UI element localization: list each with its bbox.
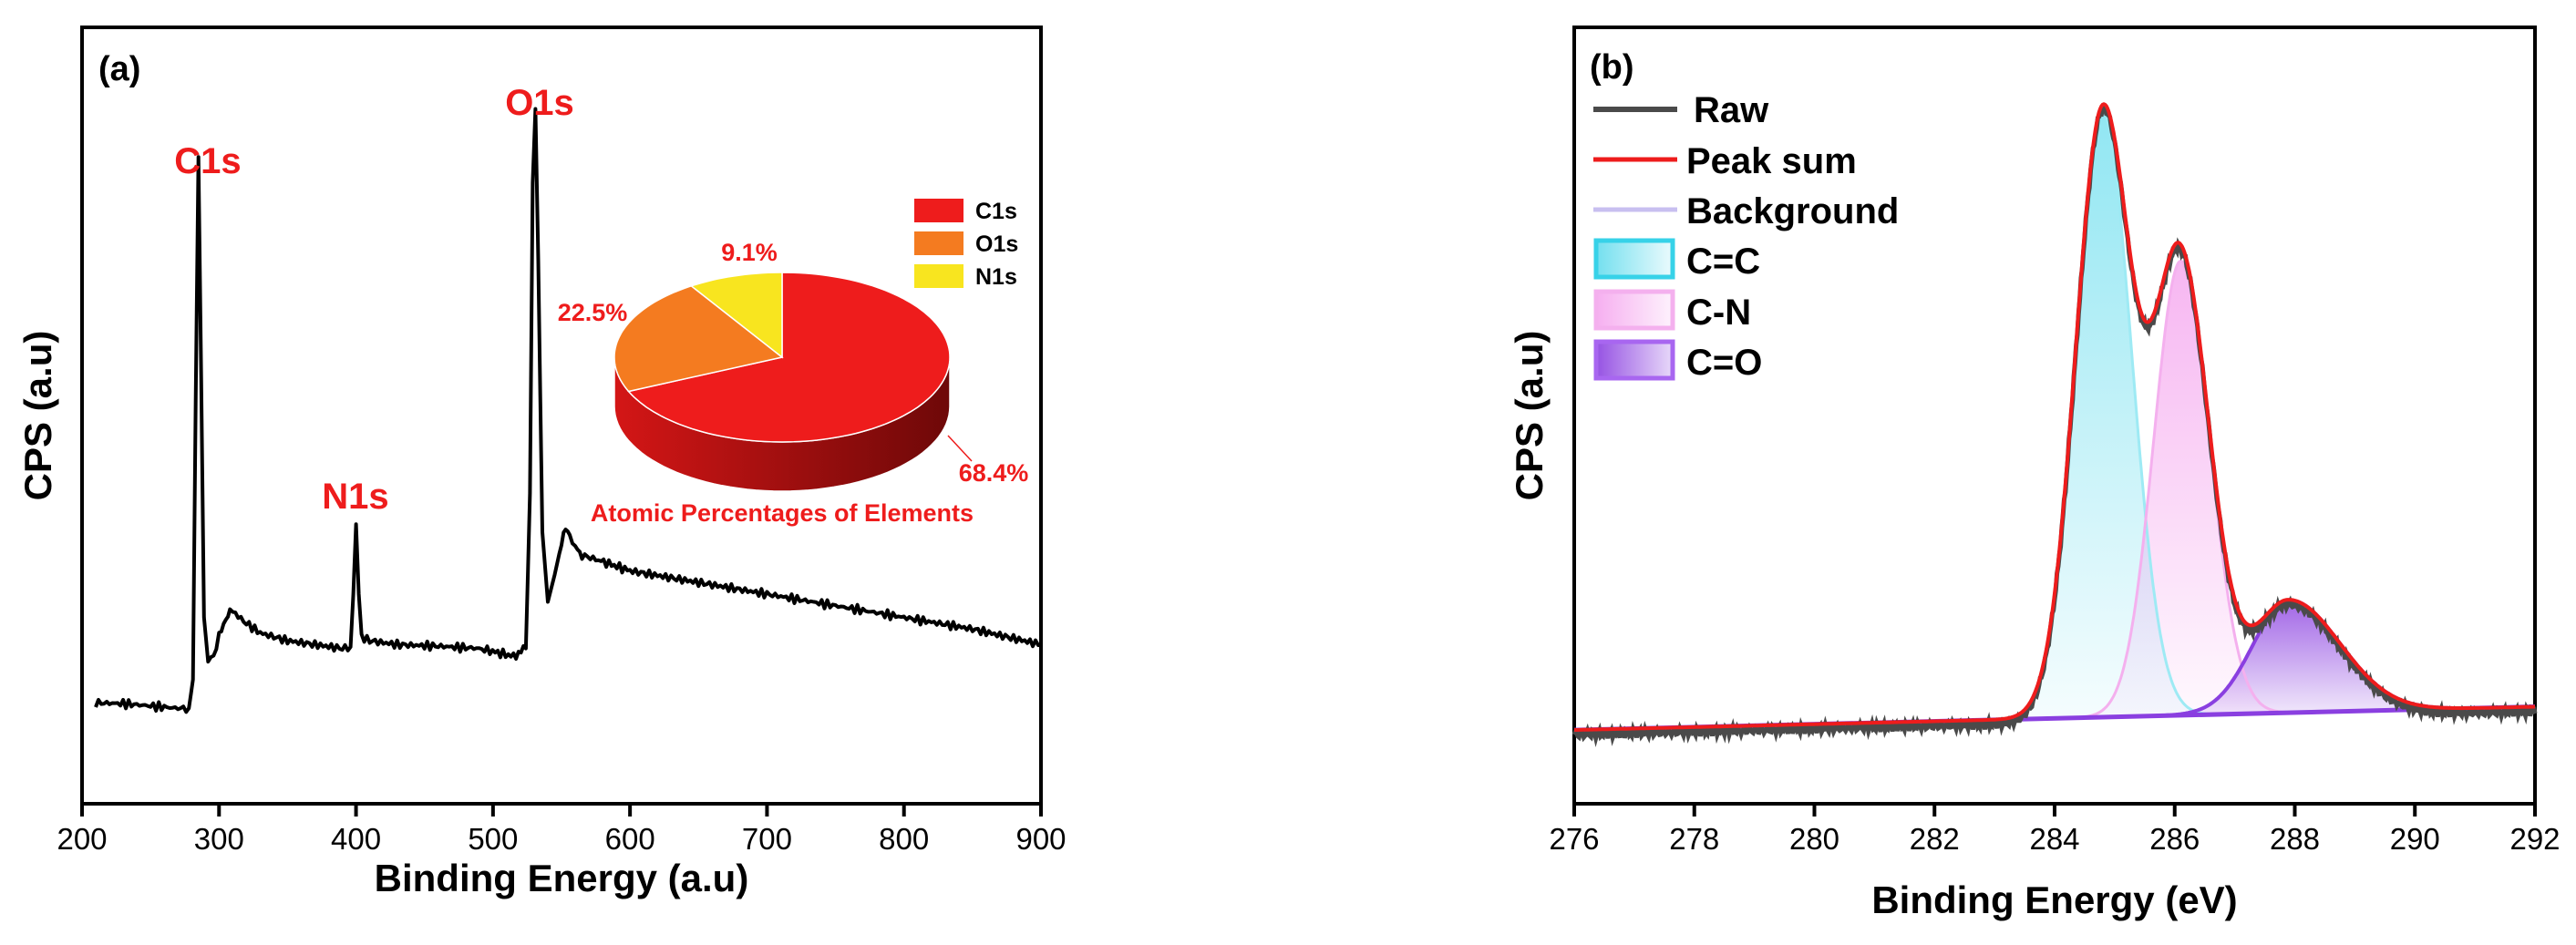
panel-a-x-ticks: 200 300 400 500 600 700 800 900: [57, 804, 1066, 856]
panel-a-label: (a): [98, 50, 140, 88]
legend-label-peak-sum: Peak sum: [1686, 141, 1857, 181]
pie-legend: C1s O1s N1s: [914, 199, 1018, 290]
component-area-c-n: [2066, 261, 2296, 718]
pie-legend-swatch-c1s: [914, 199, 963, 222]
pie-title: Atomic Percentages of Elements: [591, 499, 974, 527]
panel-b-x-ticks: 276 278 280 282 284 286 288 290 292: [1549, 804, 2561, 856]
pie-legend-swatch-n1s: [914, 264, 963, 288]
panel-a-x-tick-label: 900: [1015, 822, 1066, 856]
legend-label-raw: Raw: [1694, 90, 1769, 130]
pie-pct-o1s: 22.5%: [558, 299, 628, 326]
legend-swatch-c-n: [1593, 289, 1675, 331]
pie-legend-label-o1s: O1s: [975, 231, 1018, 257]
panel-a-frame: [80, 26, 1043, 806]
legend-label-background: Background: [1686, 191, 1899, 231]
legend-label-c-eq-o: C=O: [1686, 343, 1762, 383]
peak-label-c1s: C1s: [174, 141, 241, 181]
pie-legend-label-n1s: N1s: [975, 264, 1017, 290]
panel-a: (a) 200 300 400 500 600 700 800 900 Binding Ene…: [16, 26, 1066, 899]
panel-a-x-tick-label: 200: [57, 822, 107, 856]
component-line-c-n: [2066, 259, 2296, 720]
panel-b-x-tick-label: 276: [1549, 822, 1599, 856]
panel-a-x-tick-label: 400: [331, 822, 381, 856]
pie-legend-swatch-o1s: [914, 231, 963, 255]
panel-b-x-tick-label: 278: [1669, 822, 1719, 856]
pie-pct-c1s: 68.4%: [959, 459, 1029, 487]
peak-label-o1s: O1s: [505, 83, 574, 123]
panel-b-x-axis-label: Binding Energy (eV): [1871, 878, 2237, 921]
panel-a-x-axis-label: Binding Energy (a.u): [375, 857, 749, 899]
legend-swatch-c-eq-o: [1593, 339, 1675, 381]
pie-top-slices: [613, 272, 951, 443]
peak-label-n1s: N1s: [322, 477, 388, 517]
pie-slice-n1s: [689, 272, 783, 359]
legend-label-c-n: C-N: [1686, 293, 1751, 333]
pie-slice-c1s: [627, 272, 951, 443]
pie-legend-label-c1s: C1s: [975, 199, 1017, 224]
panel-b-x-tick-label: 282: [1910, 822, 1960, 856]
panel-a-x-tick-label: 800: [879, 822, 929, 856]
panel-b-x-tick-label: 288: [2270, 822, 2320, 856]
panel-a-y-axis-label: CPS (a.u): [16, 331, 59, 501]
panel-a-x-tick-label: 300: [194, 822, 244, 856]
inset-pie-chart: 68.4% 22.5% 9.1% Atomic Percentages of E…: [558, 199, 1029, 527]
pie-slice-o1s: [613, 284, 784, 393]
panel-a-x-tick-label: 600: [605, 822, 655, 856]
panel-b-legend: Raw Peak sum Background C=C C-N C=O: [1593, 90, 1899, 383]
pie-pct-n1s: 9.1%: [721, 239, 778, 266]
panel-b-label: (b): [1590, 48, 1634, 87]
panel-a-x-tick-label: 500: [468, 822, 518, 856]
peak-sum-line: [1573, 102, 2535, 733]
panel-b-x-tick-label: 280: [1789, 822, 1839, 856]
component-area-c-eq-c: [1988, 111, 2217, 720]
panel-b-x-tick-label: 292: [2509, 822, 2560, 856]
panel-b-x-tick-label: 284: [2029, 822, 2079, 856]
panel-a-x-tick-label: 700: [742, 822, 792, 856]
pie-leader-line: [947, 435, 973, 462]
panel-b-y-axis-label: CPS (a.u): [1508, 331, 1551, 501]
panel-b: (b) 276 278 280 282 284 286 288 290 292 Binding …: [1508, 26, 2561, 921]
panel-b-x-tick-label: 286: [2149, 822, 2200, 856]
panel-a-survey-line: [94, 107, 1042, 714]
panel-b-x-tick-label: 290: [2390, 822, 2440, 856]
legend-label-c-eq-c: C=C: [1686, 241, 1760, 282]
legend-swatch-c-eq-c: [1593, 238, 1675, 280]
component-area-c-eq-o: [2084, 600, 2492, 718]
